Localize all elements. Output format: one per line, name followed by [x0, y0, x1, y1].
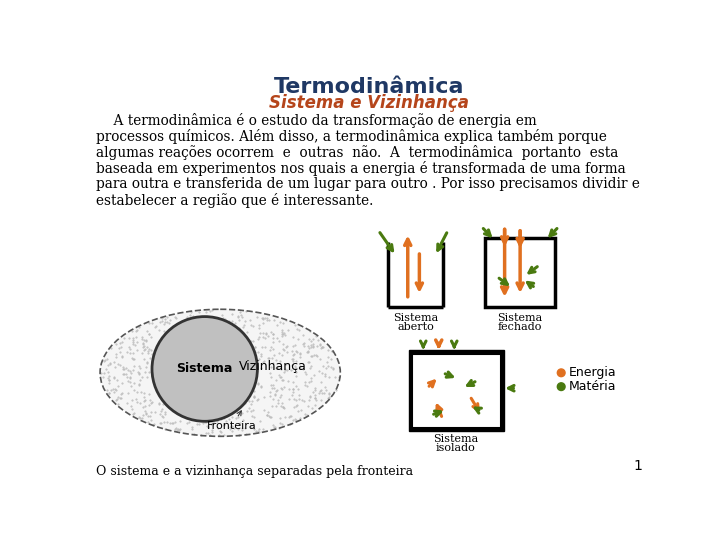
Text: Energia: Energia — [569, 366, 616, 379]
Text: 1: 1 — [634, 459, 642, 473]
Text: Sistema: Sistema — [433, 434, 478, 444]
Text: O sistema e a vizinhança separadas pela fronteira: O sistema e a vizinhança separadas pela … — [96, 465, 413, 478]
Text: Sistema: Sistema — [498, 313, 543, 323]
Ellipse shape — [100, 309, 341, 436]
Text: Sistema: Sistema — [176, 362, 233, 375]
Text: aberto: aberto — [397, 322, 434, 332]
Text: baseada em experimentos nos quais a energia é transformada de uma forma: baseada em experimentos nos quais a ener… — [96, 161, 626, 176]
Circle shape — [152, 316, 258, 421]
Text: algumas reações ocorrem  e  outras  não.  A  termodinâmica  portanto  esta: algumas reações ocorrem e outras não. A … — [96, 145, 618, 160]
Text: Sistema: Sistema — [393, 313, 438, 323]
Text: para outra e transferida de um lugar para outro . Por isso precisamos dividir e: para outra e transferida de um lugar par… — [96, 177, 640, 191]
Bar — [408, 350, 504, 431]
Text: Matéria: Matéria — [569, 380, 616, 393]
Text: processos químicos. Além disso, a termodinâmica explica também porque: processos químicos. Além disso, a termod… — [96, 129, 607, 144]
Bar — [412, 354, 500, 428]
Text: fechado: fechado — [498, 322, 542, 332]
Text: isolado: isolado — [436, 443, 476, 453]
Text: Vizinhança: Vizinhança — [239, 360, 307, 373]
Circle shape — [557, 369, 565, 377]
Text: Fronteira: Fronteira — [207, 411, 257, 431]
Circle shape — [557, 383, 565, 390]
Text: Termodinâmica: Termodinâmica — [274, 77, 464, 97]
Text: Sistema e Vizinhança: Sistema e Vizinhança — [269, 94, 469, 112]
Bar — [485, 238, 555, 307]
Text: estabelecer a região que é interessante.: estabelecer a região que é interessante. — [96, 193, 374, 208]
Text: A termodinâmica é o estudo da transformação de energia em: A termodinâmica é o estudo da transforma… — [96, 112, 537, 127]
